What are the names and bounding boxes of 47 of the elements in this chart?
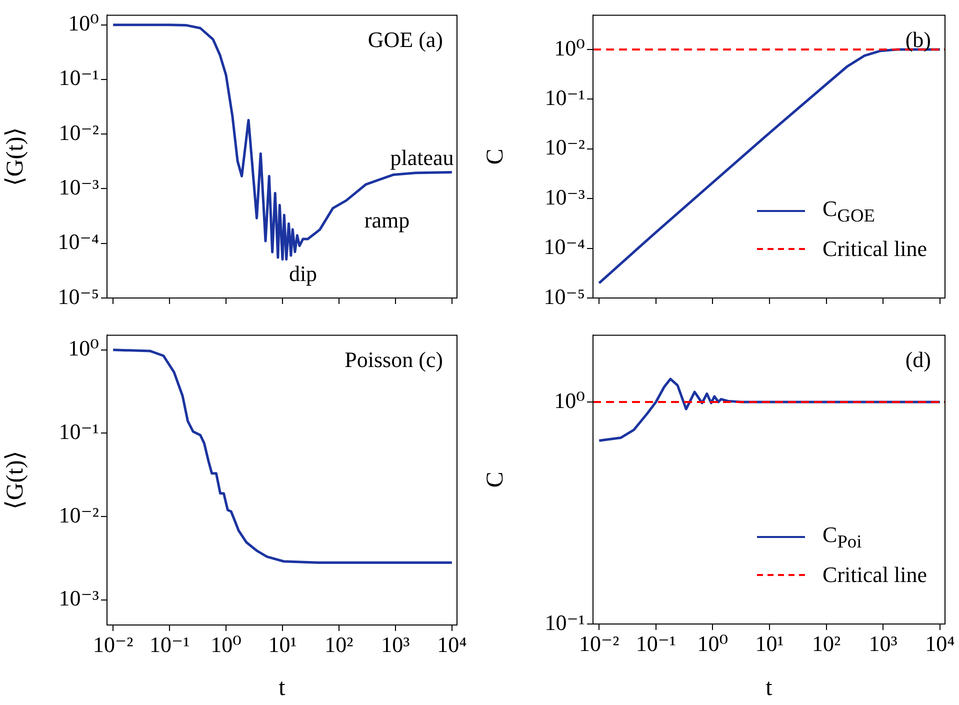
y-tick-label: 10⁰ bbox=[554, 35, 586, 60]
x-tick-label: 10⁻¹ bbox=[149, 632, 190, 657]
y-tick-label: 10⁻³ bbox=[544, 184, 586, 210]
y-tick-label: 10⁻³ bbox=[58, 586, 100, 611]
y-tick-label: 10⁻² bbox=[58, 502, 100, 528]
x-axis-title: t bbox=[278, 674, 286, 701]
y-axis-title: C bbox=[482, 472, 509, 488]
y-tick-label: 10⁻² bbox=[58, 120, 100, 145]
x-tick-label: 10⁻¹ bbox=[636, 630, 676, 656]
x-tick-label: 10¹ bbox=[755, 630, 784, 656]
x-tick-label: 10⁰ bbox=[210, 632, 242, 657]
y-tick-label: 10⁻³ bbox=[58, 174, 100, 200]
x-tick-label: 10³ bbox=[868, 630, 898, 656]
y-tick-label: 10⁰ bbox=[554, 388, 586, 413]
y-axis-title: ⟨G(t)⟩ bbox=[2, 127, 29, 186]
x-tick-label: 10⁻² bbox=[92, 632, 134, 657]
y-axis-title: C bbox=[482, 148, 509, 165]
y-tick-label: 10⁻² bbox=[544, 134, 586, 160]
x-tick-label: 10³ bbox=[381, 632, 410, 657]
legend-label: Critical line bbox=[822, 236, 927, 262]
annotation: (d) bbox=[905, 347, 931, 372]
y-tick-label: 10⁻¹ bbox=[58, 419, 99, 444]
legend-label: C$_{Poi}$ bbox=[822, 522, 862, 552]
annotation: ramp bbox=[364, 207, 410, 232]
y-tick-label: 10⁻⁴ bbox=[544, 234, 586, 260]
y-tick-label: 10⁰ bbox=[68, 10, 100, 36]
y-axis-title: ⟨G(t)⟩ bbox=[2, 450, 29, 510]
annotation: plateau bbox=[390, 145, 454, 170]
y-tick-label: 10⁻⁵ bbox=[58, 284, 99, 309]
annotation: GOE (a) bbox=[368, 27, 443, 52]
annotation: (b) bbox=[905, 27, 931, 52]
legend-label: C$_{GOE}$ bbox=[822, 196, 875, 226]
x-tick-label: 10² bbox=[812, 630, 841, 656]
x-axis-title: t bbox=[766, 674, 773, 701]
annotation: Poisson (c) bbox=[344, 347, 443, 372]
x-tick-label: 10⁰ bbox=[697, 630, 728, 656]
x-tick-label: 10⁴ bbox=[925, 630, 956, 656]
y-tick-label: 10⁰ bbox=[68, 336, 100, 361]
x-tick-label: 10⁴ bbox=[437, 632, 468, 657]
x-tick-label: 10² bbox=[324, 632, 354, 657]
annotation: dip bbox=[288, 261, 318, 286]
legend-label: Critical line bbox=[822, 562, 927, 588]
y-tick-label: 10⁻¹ bbox=[58, 65, 99, 90]
y-tick-label: 10⁻⁵ bbox=[544, 284, 585, 309]
y-tick-label: 10⁻⁴ bbox=[58, 229, 100, 254]
x-tick-label: 10¹ bbox=[268, 632, 297, 657]
y-tick-label: 10⁻¹ bbox=[544, 84, 585, 110]
